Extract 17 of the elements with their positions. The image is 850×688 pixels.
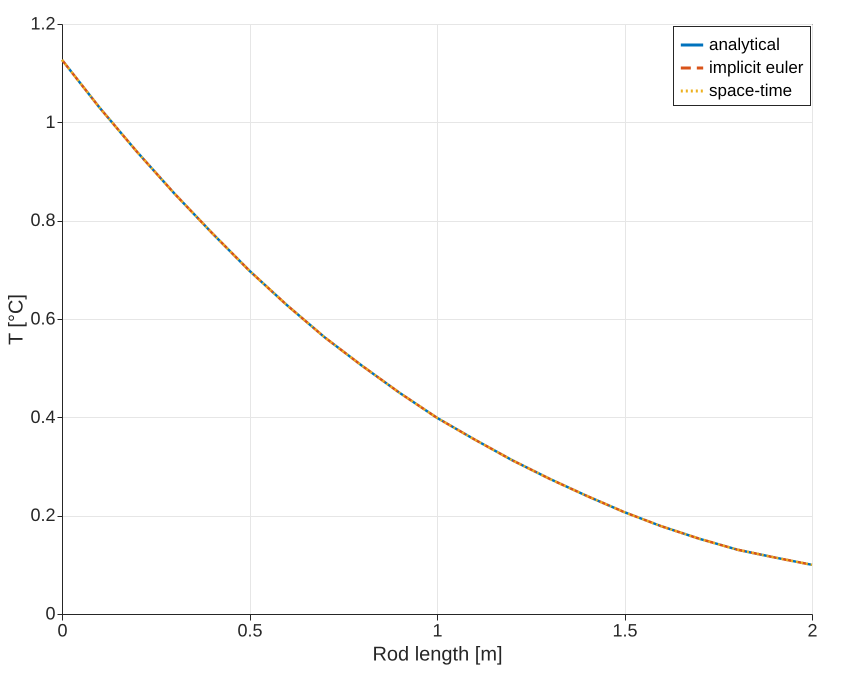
- line-series: [60, 58, 814, 566]
- legend-label: implicit euler: [709, 58, 804, 77]
- legend-label: space-time: [709, 81, 792, 100]
- y-axis-title: T [°C]: [5, 294, 28, 345]
- y-tick-label: 1: [45, 112, 56, 132]
- y-tick-label: 0.2: [30, 505, 56, 526]
- x-tick-label: 0.5: [237, 620, 263, 640]
- y-tick-label: 0.8: [30, 210, 56, 230]
- y-tick-label: 0: [45, 604, 56, 624]
- x-axis-title: Rod length [m]: [372, 644, 503, 666]
- legend-label: analytical: [709, 35, 780, 54]
- y-tick-label: 0.6: [30, 308, 56, 328]
- y-tick-label: 0.4: [30, 406, 56, 427]
- x-tick-label: 2: [807, 620, 818, 640]
- y-tick-label: 1.2: [30, 14, 56, 34]
- x-tick-label: 1: [432, 620, 443, 640]
- x-tick-label: 1.5: [612, 620, 638, 640]
